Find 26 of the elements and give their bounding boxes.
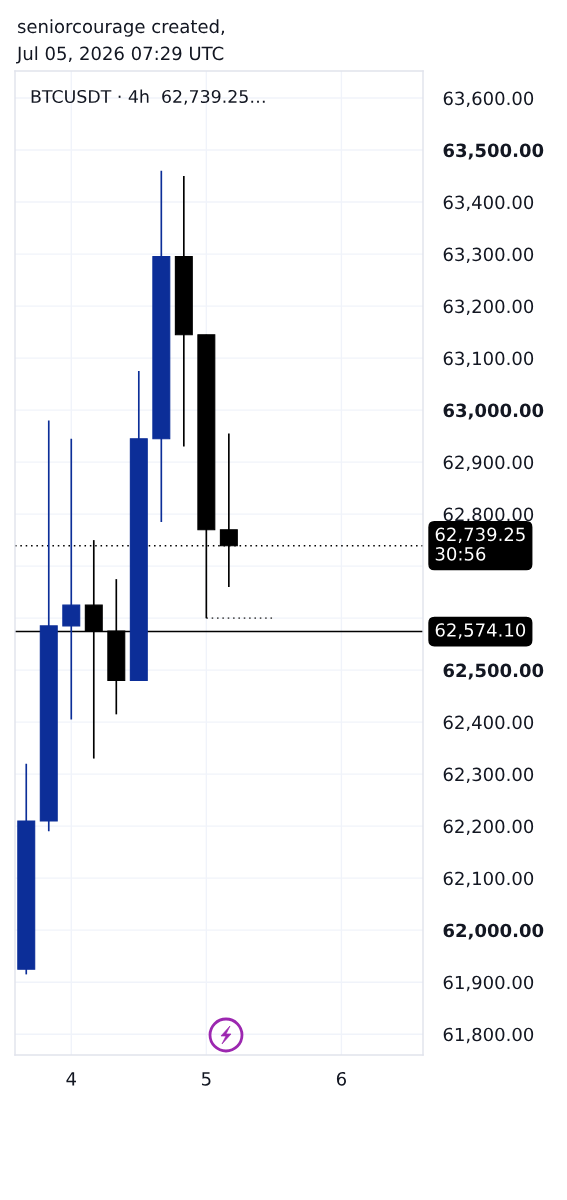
y-tick-label: 61,900.00 xyxy=(443,975,534,992)
y-tick-label: 62,500.00 xyxy=(443,663,544,680)
x-tick-label: 5 xyxy=(201,1072,211,1086)
annotation: BTCUSDT · 4h 62,739.25… xyxy=(31,89,265,105)
chart-title: seniorcourage created, xyxy=(17,19,224,37)
y-tick-label: 61,800.00 xyxy=(443,1027,534,1044)
y-tick-label: 63,500.00 xyxy=(443,143,544,160)
y-tick-label: 62,100.00 xyxy=(443,871,534,888)
ref-line-label: 62,739.25 30:56 xyxy=(435,527,525,561)
y-tick-label: 63,000.00 xyxy=(443,403,544,420)
x-tick-label: 6 xyxy=(336,1071,347,1086)
candlestick xyxy=(62,437,81,721)
y-tick-label: 62,400.00 xyxy=(443,715,534,732)
y-tick-label: 63,600.00 xyxy=(443,91,534,107)
y-tick-label: 62,900.00 xyxy=(443,455,534,472)
y-tick-label: 62,200.00 xyxy=(443,819,534,836)
x-tick-label: 4 xyxy=(66,1072,77,1086)
y-tick-label: 63,400.00 xyxy=(443,195,534,212)
y-tick-label: 62,800.00 xyxy=(443,507,534,524)
y-tick-label: 63,200.00 xyxy=(443,299,534,316)
y-tick-label: 62,300.00 xyxy=(443,767,534,784)
chart-subtitle: Jul 05, 2026 07:29 UTC xyxy=(16,46,224,64)
y-tick-label: 63,300.00 xyxy=(443,247,534,264)
y-tick-label: 63,100.00 xyxy=(443,351,534,368)
ref-line-label: 62,574.10 xyxy=(435,623,526,639)
y-tick-label: 62,000.00 xyxy=(443,923,544,940)
